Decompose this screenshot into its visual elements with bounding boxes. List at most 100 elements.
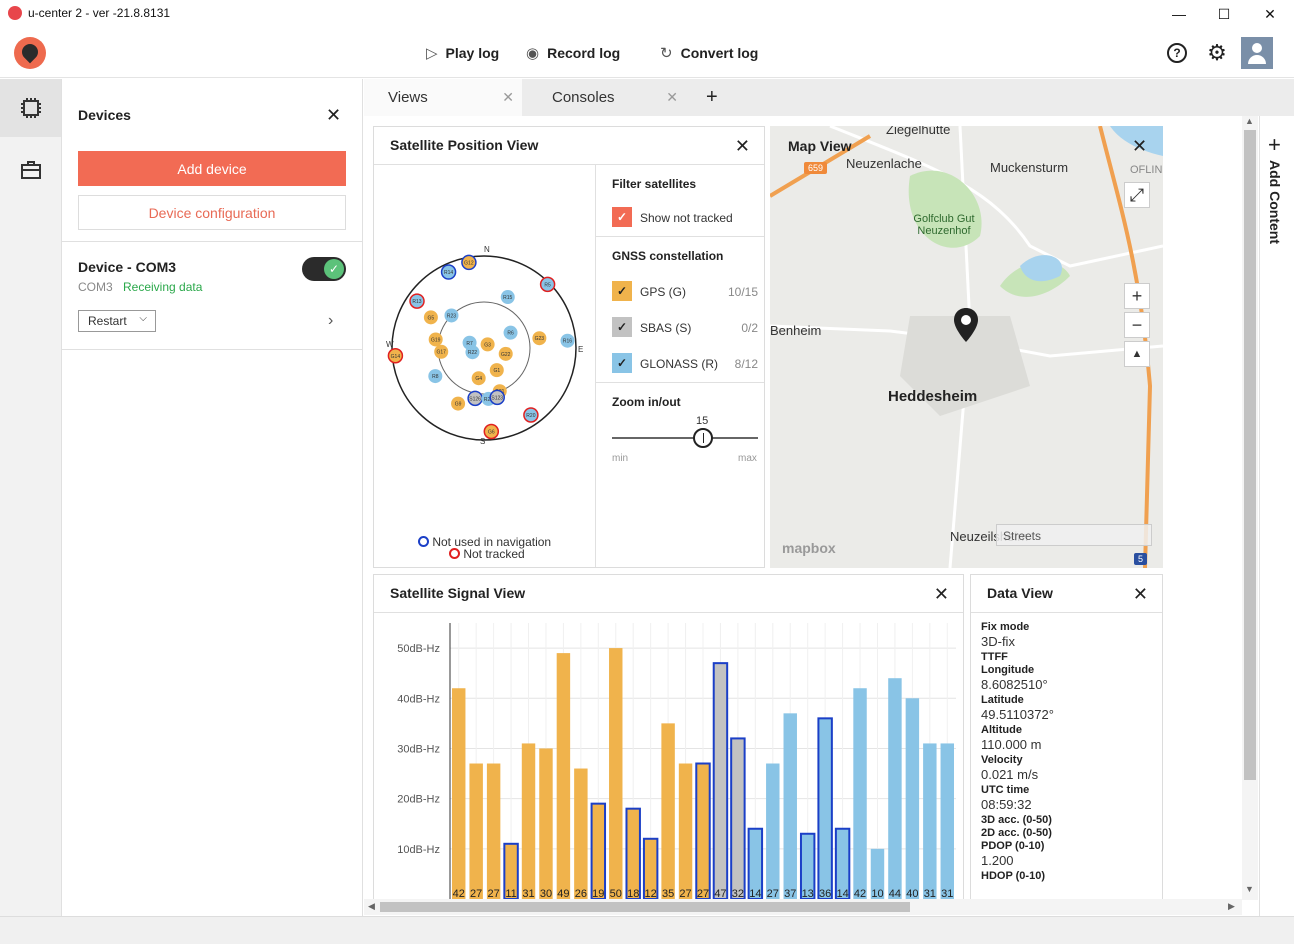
close-tab-icon[interactable]: ✕ bbox=[666, 89, 678, 105]
tools-rail-button[interactable] bbox=[0, 141, 61, 199]
close-view-icon[interactable]: ✕ bbox=[734, 136, 750, 156]
data-field-value: 110.000 m bbox=[981, 737, 1042, 752]
signal-bar bbox=[574, 768, 588, 899]
horizontal-scroll-thumb[interactable] bbox=[380, 902, 910, 912]
close-view-icon[interactable]: ✕ bbox=[1132, 584, 1148, 604]
satellite-marker bbox=[532, 331, 547, 346]
chevron-right-icon[interactable]: › bbox=[328, 312, 334, 329]
tab-views[interactable]: Views ✕ bbox=[364, 79, 522, 116]
sbas-count: 0/2 bbox=[741, 321, 758, 335]
map-view[interactable]: Map View ✕ Ziegelhütte Neuzenlache Mucke… bbox=[770, 126, 1163, 568]
bar-value-label: 27 bbox=[697, 888, 709, 900]
map-label: Benheim bbox=[770, 323, 822, 338]
user-avatar-button[interactable] bbox=[1241, 37, 1273, 69]
legend-not-tracked-label: Not tracked bbox=[463, 547, 525, 561]
horizon-circle bbox=[391, 255, 577, 441]
bar-value-label: 36 bbox=[819, 888, 831, 900]
devices-rail-button[interactable] bbox=[0, 79, 61, 137]
record-log-button[interactable]: ◉ Record log bbox=[526, 42, 620, 64]
app-icon bbox=[8, 6, 22, 20]
map-label: Ziegelhütte bbox=[886, 126, 951, 137]
play-log-button[interactable]: ▷ Play log bbox=[426, 42, 499, 64]
satellite-label: R23 bbox=[447, 313, 456, 319]
zoom-min-label: min bbox=[612, 453, 629, 464]
satellite-label: G1 bbox=[493, 368, 500, 374]
satellite-label: G19 bbox=[431, 337, 441, 343]
signal-bar bbox=[469, 763, 483, 899]
map-label: Heddesheim bbox=[888, 388, 978, 405]
convert-log-button[interactable]: ↻ Convert log bbox=[660, 42, 758, 64]
satellite-label: G6 bbox=[488, 430, 495, 436]
data-field-label: Altitude bbox=[981, 724, 1022, 736]
add-tab-button[interactable]: + bbox=[706, 86, 718, 108]
map-label: OFLIN bbox=[1130, 164, 1163, 176]
zoom-slider[interactable] bbox=[612, 428, 758, 448]
zoom-slider-thumb[interactable] bbox=[692, 428, 713, 448]
map-canvas[interactable] bbox=[770, 126, 1163, 568]
show-not-tracked-checkbox[interactable]: ✓ bbox=[612, 207, 632, 227]
signal-bar bbox=[452, 688, 466, 899]
satellite-label: R14 bbox=[444, 270, 453, 276]
convert-icon: ↻ bbox=[660, 45, 673, 62]
legend-not-tracked: Not tracked bbox=[449, 547, 525, 561]
bar-value-label: 12 bbox=[645, 888, 657, 900]
data-field-label: PDOP (0-10) bbox=[981, 840, 1045, 852]
add-content-panel[interactable]: + Add Content bbox=[1259, 116, 1294, 916]
briefcase-icon bbox=[20, 161, 41, 179]
satellite-marker bbox=[451, 396, 466, 411]
restart-dropdown[interactable]: Restart ⌵ bbox=[78, 310, 156, 332]
satellite-label: G22 bbox=[501, 352, 511, 358]
road-shield: 5 bbox=[1134, 553, 1148, 565]
scroll-down-icon[interactable]: ▼ bbox=[1245, 884, 1254, 894]
close-tab-icon[interactable]: ✕ bbox=[502, 89, 514, 105]
vertical-scrollbar[interactable]: ▲ ▼ bbox=[1242, 116, 1258, 900]
satellite-marker bbox=[560, 333, 575, 348]
device-connect-toggle[interactable]: ✓ bbox=[302, 257, 346, 281]
satellite-label: R8 bbox=[432, 374, 439, 380]
close-window-button[interactable]: ✕ bbox=[1264, 5, 1276, 22]
close-map-icon[interactable]: ✕ bbox=[1132, 136, 1148, 156]
satellite-marker bbox=[428, 369, 443, 384]
scroll-right-icon[interactable]: ▶ bbox=[1228, 901, 1235, 911]
vertical-scroll-thumb[interactable] bbox=[1244, 130, 1256, 780]
plus-icon[interactable]: + bbox=[1268, 132, 1281, 157]
add-device-button[interactable]: Add device bbox=[78, 151, 346, 186]
close-devices-panel-icon[interactable]: ✕ bbox=[326, 105, 342, 125]
glonass-count: 8/12 bbox=[734, 357, 758, 371]
data-field-label: TTFF bbox=[981, 651, 1008, 663]
scroll-up-icon[interactable]: ▲ bbox=[1245, 116, 1254, 126]
satellite-label: G23 bbox=[535, 336, 545, 342]
compass-button[interactable]: ▲ bbox=[1124, 341, 1150, 367]
sbas-checkbox[interactable]: ✓ bbox=[612, 317, 632, 337]
y-tick-label: 10dB-Hz bbox=[397, 844, 440, 856]
satellite-label: G4 bbox=[475, 376, 482, 382]
help-button[interactable]: ? bbox=[1165, 41, 1189, 65]
gear-icon: ⚙ bbox=[1207, 40, 1227, 65]
device-configuration-button[interactable]: Device configuration bbox=[78, 195, 346, 230]
close-view-icon[interactable]: ✕ bbox=[933, 584, 949, 604]
y-tick-label: 40dB-Hz bbox=[397, 693, 440, 705]
fullscreen-button[interactable]: ⤢ bbox=[1124, 182, 1150, 208]
scroll-left-icon[interactable]: ◀ bbox=[368, 901, 375, 911]
main-toolbar: ▷ Play log ◉ Record log ↻ Convert log ? … bbox=[0, 28, 1294, 78]
data-field-label: Velocity bbox=[981, 754, 1023, 766]
tab-consoles[interactable]: Consoles ✕ bbox=[528, 79, 686, 116]
signal-bar bbox=[766, 763, 780, 899]
maximize-button[interactable]: ☐ bbox=[1217, 5, 1231, 22]
play-icon: ▷ bbox=[426, 45, 438, 62]
divider bbox=[62, 241, 363, 242]
glonass-checkbox[interactable]: ✓ bbox=[612, 353, 632, 373]
satellite-marker bbox=[387, 348, 404, 364]
map-zoom-out-button[interactable]: − bbox=[1124, 312, 1150, 338]
map-zoom-in-button[interactable]: + bbox=[1124, 283, 1150, 309]
data-field-label: UTC time bbox=[981, 784, 1030, 796]
minimize-button[interactable]: — bbox=[1172, 6, 1186, 22]
gps-checkbox[interactable]: ✓ bbox=[612, 281, 632, 301]
horizontal-scrollbar[interactable]: ◀ ▶ bbox=[364, 899, 1242, 915]
settings-button[interactable]: ⚙ bbox=[1205, 40, 1229, 65]
data-field-value: 49.5110372° bbox=[981, 707, 1054, 722]
satellite-label: R20 bbox=[526, 413, 535, 419]
satellite-marker bbox=[483, 423, 500, 440]
satellite-label: R15 bbox=[503, 295, 512, 301]
map-style-select[interactable]: Streets bbox=[996, 524, 1152, 546]
